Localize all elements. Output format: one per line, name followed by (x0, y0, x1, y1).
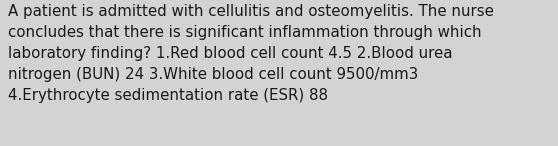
Text: A patient is admitted with cellulitis and osteomyelitis. The nurse
concludes tha: A patient is admitted with cellulitis an… (8, 4, 494, 103)
